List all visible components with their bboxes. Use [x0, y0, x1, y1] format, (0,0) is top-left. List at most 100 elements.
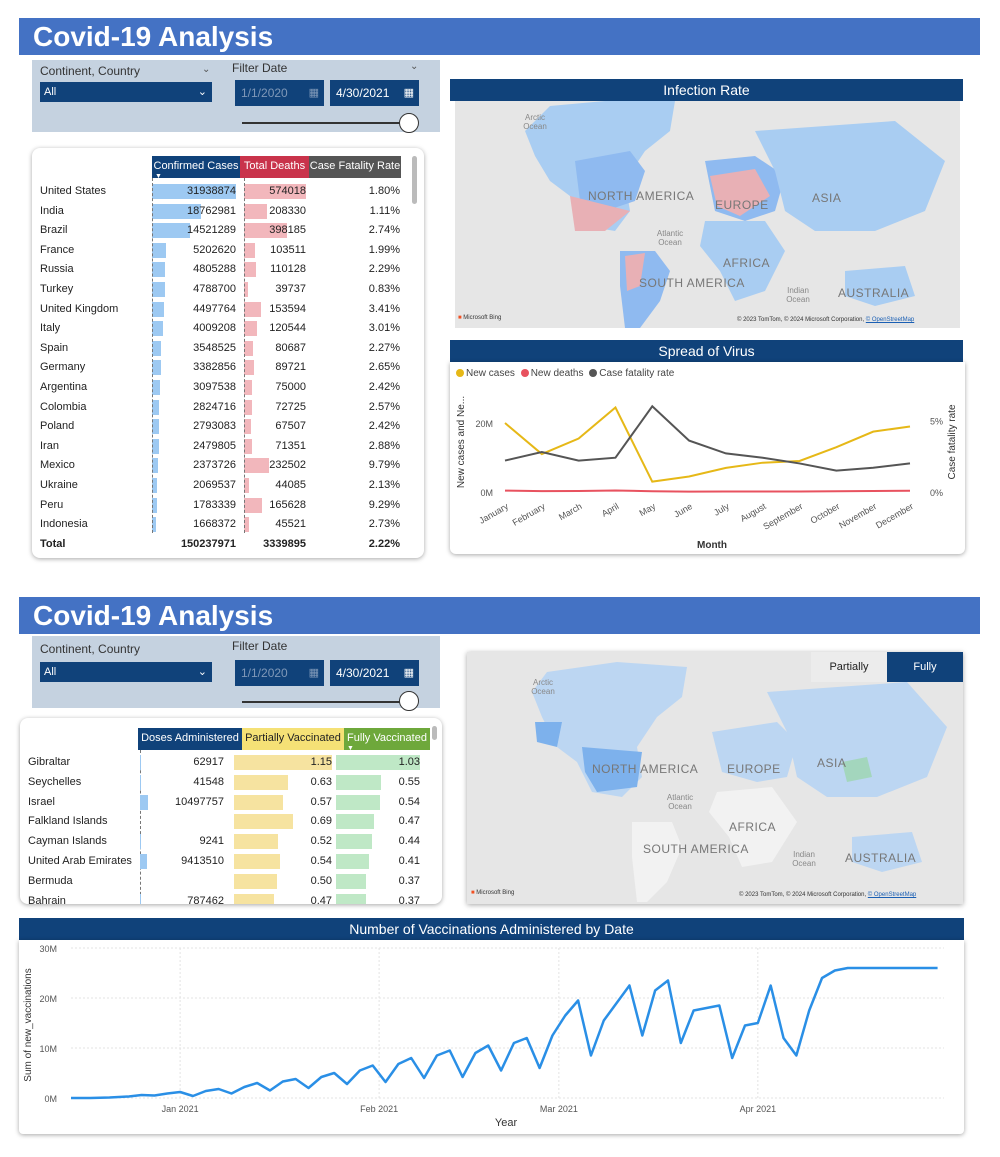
table-row[interactable]: Poland 2793083 67507 2.42%	[32, 417, 412, 437]
date-end-input[interactable]: 4/30/2021 ▦	[330, 80, 419, 106]
header-confirmed-cases[interactable]: Confirmed Cases ▼	[152, 156, 240, 180]
table-row[interactable]: France 5202620 103511 1.99%	[32, 241, 412, 261]
continent-dropdown[interactable]: All ⌄	[40, 662, 212, 682]
map-label-north-america: NORTH AMERICA	[588, 189, 695, 203]
table-row[interactable]: Ukraine 2069537 44085 2.13%	[32, 476, 412, 496]
date-slider-track[interactable]	[242, 122, 402, 124]
deaths-bar	[244, 184, 306, 199]
date-end-input[interactable]: 4/30/2021 ▦	[330, 660, 419, 686]
partial-cell: 0.50	[234, 873, 332, 889]
cases-value: 31938874	[187, 185, 236, 197]
y-axis-title: Sum of new_vaccinations	[23, 968, 34, 1081]
table-row[interactable]: Colombia 2824716 72725 2.57%	[32, 398, 412, 418]
date-slider-handle[interactable]	[399, 691, 419, 711]
doses-cell: 9413510	[128, 854, 224, 869]
table-row[interactable]: India 18762981 208330 1.11%	[32, 202, 412, 222]
country-name: Germany	[40, 361, 86, 374]
table-row[interactable]: United Kingdom 4497764 153594 3.41%	[32, 300, 412, 320]
rate-value: 2.13%	[368, 479, 400, 491]
cases-bar	[152, 497, 157, 513]
osm-link[interactable]: © OpenStreetMap	[867, 892, 917, 898]
calendar-icon[interactable]: ▦	[403, 667, 414, 679]
table-row[interactable]: Italy 4009208 120544 3.01%	[32, 319, 412, 339]
table-row[interactable]: Mexico 2373726 232502 9.79%	[32, 456, 412, 476]
map-ocean-indian: Indian Ocean	[786, 286, 810, 304]
table-row[interactable]: Falkland Islands 0.69 0.47	[20, 812, 440, 832]
calendar-icon[interactable]: ▦	[403, 87, 414, 99]
deaths-value: 574018	[269, 185, 306, 197]
calendar-icon[interactable]: ▦	[308, 87, 319, 99]
header-doses-administered[interactable]: Doses Administered	[138, 728, 242, 750]
cases-value: 3548525	[193, 341, 236, 354]
osm-link[interactable]: © OpenStreetMap	[865, 317, 915, 323]
toggle-partially[interactable]: Partially	[811, 652, 887, 682]
table-row[interactable]: Spain 3548525 80687 2.27%	[32, 339, 412, 359]
date-start-input[interactable]: 1/1/2020 ▦	[235, 660, 324, 686]
deaths-value: 89721	[275, 361, 306, 374]
table-row[interactable]: Bermuda 0.50 0.37	[20, 872, 440, 892]
legend-item-new-deaths[interactable]: New deaths	[520, 368, 584, 379]
cases-bar	[152, 321, 163, 337]
x-tick-label: Feb 2021	[360, 1104, 398, 1114]
map-label-south-america: SOUTH AMERICA	[639, 276, 745, 290]
x-tick-label: Mar 2021	[540, 1104, 578, 1114]
spread-chart-plot: 0M 20M 0% 5% New cases and Ne... Case fatalit…	[456, 396, 958, 551]
chevron-down-icon[interactable]: ⌄	[202, 64, 211, 75]
table-row[interactable]: Gibraltar 62917 1.15 1.03	[20, 753, 440, 773]
table-row[interactable]: Indonesia 1668372 45521 2.73%	[32, 515, 412, 535]
spread-chart-title: Spread of Virus	[450, 340, 963, 362]
table-row[interactable]: Turkey 4788700 39737 0.83%	[32, 280, 412, 300]
full-value: 0.55	[398, 775, 420, 788]
date-slider-track[interactable]	[242, 701, 402, 703]
chevron-down-icon[interactable]: ⌄	[410, 61, 419, 72]
table-row[interactable]: Cayman Islands 9241 0.52 0.44	[20, 832, 440, 852]
table-row[interactable]: Israel 10497757 0.57 0.54	[20, 793, 440, 813]
header-fully-vaccinated[interactable]: Fully Vaccinated ▼	[344, 728, 430, 752]
table-row[interactable]: Peru 1783339 165628 9.29%	[32, 496, 412, 516]
toggle-fully[interactable]: Fully	[887, 652, 963, 682]
deaths-cell: 44085	[244, 478, 306, 493]
deaths-value: 398185	[269, 224, 306, 237]
x-tick-label: June	[672, 501, 694, 519]
table-row[interactable]: Argentina 3097538 75000 2.42%	[32, 378, 412, 398]
map-ocean-indian: Indian Ocean	[792, 850, 816, 868]
table-row[interactable]: Germany 3382856 89721 2.65%	[32, 358, 412, 378]
country-name: Italy	[40, 322, 61, 335]
cases-cell: 1668372	[152, 517, 236, 533]
table-row[interactable]: Russia 4805288 110128 2.29%	[32, 260, 412, 280]
legend-item-case-fatality-rate[interactable]: Case fatality rate	[589, 368, 674, 379]
continent-dropdown[interactable]: All ⌄	[40, 82, 212, 102]
deaths-value: 39737	[275, 283, 306, 295]
vacc-chart-plot: 0M 10M 20M 30M Jan 2021 Feb 2021 Mar 2021 Apr 2…	[23, 944, 944, 1129]
table-row[interactable]: United States 31938874 574018 1.80%	[32, 182, 412, 202]
calendar-icon[interactable]: ▦	[308, 667, 319, 679]
country-name: Cayman Islands	[28, 835, 107, 848]
cases-cell: 4009208	[152, 321, 236, 337]
deaths-value: 103511	[270, 243, 306, 256]
header-total-deaths[interactable]: Total Deaths	[240, 156, 309, 178]
table-row[interactable]: Iran 2479805 71351 2.88%	[32, 437, 412, 457]
date-start-input[interactable]: 1/1/2020 ▦	[235, 80, 324, 106]
legend-item-new-cases[interactable]: New cases	[456, 368, 515, 379]
scrollbar[interactable]	[432, 726, 437, 740]
full-bar	[336, 755, 420, 770]
infection-map[interactable]: NORTH AMERICA SOUTH AMERICA EUROPE ASIA …	[455, 101, 960, 328]
partial-bar	[234, 794, 283, 810]
table-row[interactable]: United Arab Emirates 9413510 0.54 0.41	[20, 852, 440, 872]
scrollbar[interactable]	[412, 156, 417, 204]
deaths-cell: 398185	[244, 223, 306, 239]
country-name: Argentina	[40, 381, 88, 393]
header-partially-vaccinated[interactable]: Partially Vaccinated	[242, 728, 344, 750]
header-case-fatality-rate[interactable]: Case Fatality Rate	[309, 156, 401, 178]
partial-value: 0.57	[310, 795, 332, 808]
country-name: Iran	[40, 439, 59, 452]
table-row[interactable]: Brazil 14521289 398185 2.74%	[32, 221, 412, 241]
x-tick-label: March	[557, 501, 584, 522]
doses-cell: 787462	[128, 893, 224, 904]
table-row[interactable]: Seychelles 41548 0.63 0.55	[20, 773, 440, 793]
deaths-value: 72725	[275, 400, 306, 413]
vaccination-map[interactable]: NORTH AMERICA SOUTH AMERICA EUROPE ASIA …	[467, 652, 963, 904]
table-row[interactable]: Bahrain 787462 0.47 0.37	[20, 892, 440, 904]
date-slider-handle[interactable]	[399, 113, 419, 133]
rate-value: 1.99%	[368, 243, 400, 256]
